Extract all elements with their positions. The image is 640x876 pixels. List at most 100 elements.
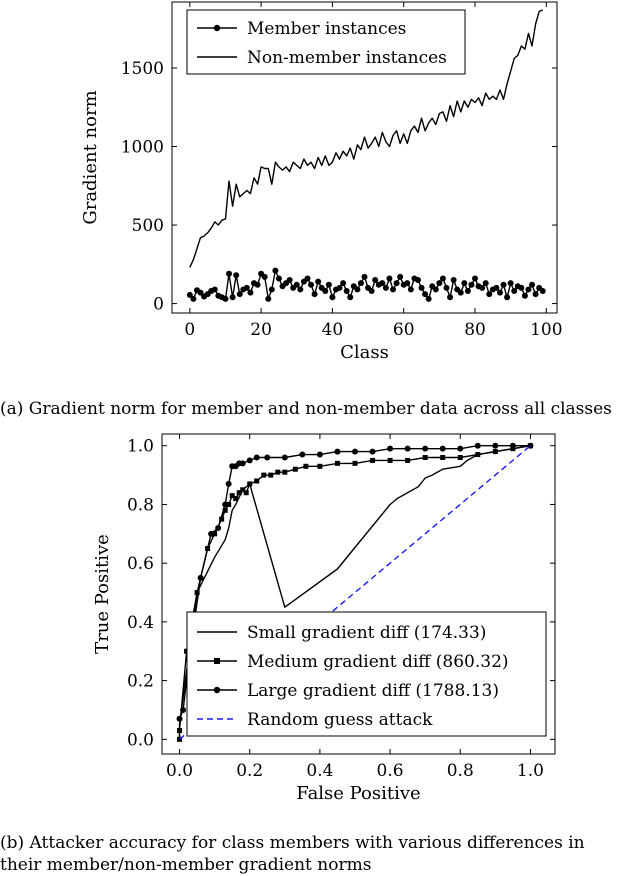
data-point-0 bbox=[425, 295, 432, 302]
caption-b-line2: their member/non-member gradient norms bbox=[0, 855, 372, 875]
data-point-0 bbox=[390, 286, 397, 293]
data-point-2 bbox=[180, 706, 187, 713]
data-point-0 bbox=[418, 284, 425, 291]
data-point-1 bbox=[475, 452, 481, 458]
data-point-0 bbox=[439, 275, 446, 282]
data-point-1 bbox=[233, 496, 239, 502]
data-point-0 bbox=[493, 284, 500, 291]
data-point-0 bbox=[336, 284, 343, 291]
legend-marker-0 bbox=[213, 24, 221, 32]
y-axis-label: Gradient norm bbox=[80, 90, 101, 224]
data-point-2 bbox=[176, 715, 183, 722]
data-point-0 bbox=[500, 281, 507, 288]
data-point-0 bbox=[447, 294, 454, 301]
y-tick-label: 0.8 bbox=[127, 495, 154, 515]
y-axis-label: True Positive bbox=[92, 534, 113, 654]
x-tick-label: 1.0 bbox=[517, 761, 544, 781]
y-tick-label: 500 bbox=[132, 216, 164, 236]
data-point-1 bbox=[194, 590, 200, 596]
data-point-0 bbox=[347, 294, 354, 301]
data-point-0 bbox=[521, 292, 528, 299]
y-tick-label: 0.6 bbox=[127, 554, 154, 574]
data-point-0 bbox=[261, 273, 268, 280]
data-point-1 bbox=[457, 454, 463, 460]
data-point-0 bbox=[254, 281, 261, 288]
legend-label-1: Non-member instances bbox=[247, 48, 447, 68]
series-line-3 bbox=[179, 445, 531, 740]
data-point-2 bbox=[239, 460, 246, 467]
data-point-0 bbox=[382, 284, 389, 291]
data-point-1 bbox=[247, 481, 253, 487]
data-point-0 bbox=[197, 289, 204, 296]
data-point-0 bbox=[226, 270, 233, 277]
data-point-2 bbox=[457, 445, 464, 452]
data-point-0 bbox=[265, 295, 272, 302]
data-point-0 bbox=[340, 280, 347, 287]
data-point-1 bbox=[236, 490, 242, 496]
legend-label-0: Small gradient diff (174.33) bbox=[247, 623, 486, 643]
data-point-1 bbox=[405, 457, 411, 463]
data-point-0 bbox=[397, 273, 404, 280]
legend-label-2: Large gradient diff (1788.13) bbox=[247, 681, 499, 701]
x-tick-label: 0.2 bbox=[236, 761, 263, 781]
data-point-2 bbox=[387, 445, 394, 452]
x-axis-label: Class bbox=[340, 342, 389, 363]
x-tick-label: 0.4 bbox=[306, 761, 333, 781]
data-point-0 bbox=[236, 291, 243, 298]
data-point-1 bbox=[222, 507, 228, 513]
data-point-0 bbox=[486, 291, 493, 298]
data-point-2 bbox=[351, 448, 358, 455]
data-point-2 bbox=[334, 448, 341, 455]
legend-label-3: Random guess attack bbox=[247, 710, 433, 730]
caption-b-line1: (b) Attacker accuracy for class members … bbox=[0, 833, 585, 853]
data-point-0 bbox=[472, 275, 479, 282]
data-point-1 bbox=[177, 728, 183, 734]
y-tick-label: 1500 bbox=[121, 59, 164, 79]
x-tick-label: 0.8 bbox=[447, 761, 474, 781]
data-point-2 bbox=[316, 451, 323, 458]
data-point-0 bbox=[322, 288, 329, 295]
data-point-0 bbox=[368, 288, 375, 295]
data-point-2 bbox=[369, 448, 376, 455]
data-point-2 bbox=[215, 524, 222, 531]
data-point-0 bbox=[407, 286, 414, 293]
data-point-1 bbox=[334, 460, 340, 466]
data-point-2 bbox=[509, 442, 516, 449]
data-point-0 bbox=[386, 275, 393, 282]
data-point-0 bbox=[468, 281, 475, 288]
x-tick-label: 0 bbox=[184, 320, 195, 340]
data-point-0 bbox=[325, 281, 332, 288]
data-point-0 bbox=[329, 294, 336, 301]
data-point-2 bbox=[246, 457, 253, 464]
data-point-0 bbox=[286, 277, 293, 284]
data-point-2 bbox=[197, 574, 204, 581]
data-point-0 bbox=[461, 280, 468, 287]
legend-marker-2 bbox=[213, 686, 221, 694]
data-point-0 bbox=[504, 294, 511, 301]
data-point-2 bbox=[225, 480, 232, 487]
y-tick-label: 1.0 bbox=[127, 437, 154, 457]
data-point-0 bbox=[357, 280, 364, 287]
data-point-0 bbox=[496, 289, 503, 296]
data-point-2 bbox=[299, 451, 306, 458]
data-point-1 bbox=[440, 454, 446, 460]
data-point-0 bbox=[532, 291, 539, 298]
data-point-0 bbox=[308, 281, 315, 288]
data-point-0 bbox=[436, 280, 443, 287]
data-point-1 bbox=[370, 457, 376, 463]
data-point-0 bbox=[293, 281, 300, 288]
series-line-1 bbox=[189, 9, 543, 268]
plot-frame bbox=[161, 433, 556, 755]
data-point-1 bbox=[240, 487, 246, 493]
y-tick-label: 1000 bbox=[121, 138, 164, 158]
data-point-1 bbox=[387, 457, 393, 463]
data-point-0 bbox=[361, 273, 368, 280]
data-point-0 bbox=[275, 275, 282, 282]
data-point-2 bbox=[222, 501, 229, 508]
x-tick-label: 0.6 bbox=[377, 761, 404, 781]
data-point-0 bbox=[354, 286, 361, 293]
data-point-1 bbox=[292, 466, 298, 472]
data-point-0 bbox=[211, 286, 218, 293]
